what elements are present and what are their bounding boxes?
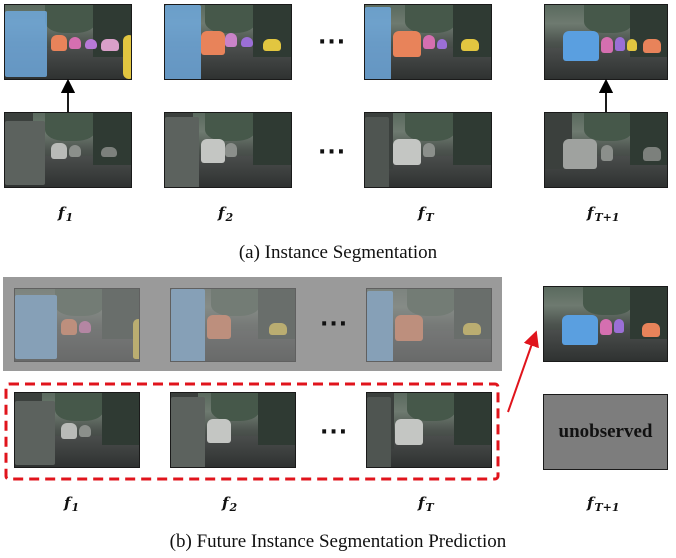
raw-frame-b-1 (14, 392, 140, 468)
dashed-input-box (4, 382, 500, 481)
label-a-fT: fT (418, 204, 434, 224)
unobserved-box: unobserved (543, 394, 668, 470)
label-a-f1: f1 (58, 204, 74, 224)
label-b-f2: f2 (222, 494, 238, 514)
seg-frame-b-T (366, 288, 492, 362)
unobserved-label: unobserved (558, 421, 653, 442)
ellipsis-a-top: ··· (318, 30, 347, 55)
arrow-red-predict (507, 330, 539, 413)
seg-frame-b-T1 (543, 286, 668, 362)
seg-frame-a-2 (164, 4, 292, 80)
seg-frame-a-T (364, 4, 492, 80)
seg-frame-a-T1 (544, 4, 668, 80)
raw-frame-a-1 (4, 112, 132, 188)
grey-panel-b (3, 277, 502, 371)
ellipsis-b-top: ··· (320, 312, 349, 337)
raw-frame-a-T (364, 112, 492, 188)
label-a-f2: f2 (218, 204, 234, 224)
label-b-fT1: fT+1 (587, 494, 620, 514)
ellipsis-b-bottom: ··· (320, 420, 349, 445)
ellipsis-a-bottom: ··· (318, 140, 347, 165)
caption-a: (a) Instance Segmentation (238, 242, 438, 263)
raw-frame-b-2 (170, 392, 296, 468)
seg-frame-b-1 (14, 288, 140, 362)
label-a-fT1: fT+1 (587, 204, 620, 224)
raw-frame-b-T (366, 392, 492, 468)
label-b-f1: f1 (64, 494, 80, 514)
seg-frame-a-1 (4, 4, 132, 80)
raw-frame-a-T1 (544, 112, 668, 188)
raw-frame-a-2 (164, 112, 292, 188)
caption-b: (b) Future Instance Segmentation Predict… (169, 531, 507, 552)
label-b-fT: fT (418, 494, 434, 514)
seg-frame-b-2 (170, 288, 296, 362)
